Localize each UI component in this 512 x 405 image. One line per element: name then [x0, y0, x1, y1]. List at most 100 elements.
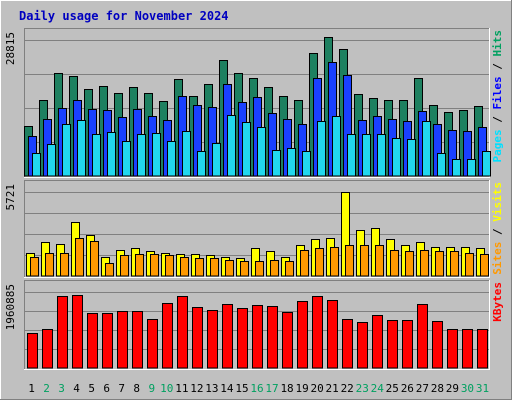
bar-kbytes	[462, 329, 473, 369]
bar-kbytes	[252, 305, 263, 369]
bar-sites	[195, 258, 204, 277]
x-tick-label: 10	[160, 382, 173, 395]
bar-pages	[92, 134, 101, 177]
bar-kbytes	[42, 329, 53, 369]
bar-sites	[225, 260, 234, 277]
bar-kbytes	[147, 319, 158, 369]
bar-kbytes	[177, 296, 188, 369]
bar-pages	[422, 121, 431, 177]
legend-entry: Sites	[491, 242, 504, 275]
x-tick-label: 1	[28, 382, 35, 395]
x-tick-label: 18	[280, 382, 293, 395]
x-tick-label: 5	[88, 382, 95, 395]
bar-kbytes	[297, 301, 308, 369]
bar-sites	[30, 257, 39, 277]
x-tick-label: 29	[446, 382, 459, 395]
bar-kbytes	[162, 303, 173, 369]
bar-pages	[197, 151, 206, 177]
bar-kbytes	[117, 311, 128, 369]
x-tick-label: 20	[311, 382, 324, 395]
bar-pages	[167, 141, 176, 177]
bar-sites	[375, 245, 384, 277]
x-tick-label: 7	[118, 382, 125, 395]
x-tick-label: 3	[58, 382, 65, 395]
bar-pages	[467, 159, 476, 177]
legend-entry: Visits	[491, 182, 504, 222]
bar-kbytes	[72, 295, 83, 369]
bar-sites	[210, 258, 219, 277]
bar-pages	[272, 150, 281, 177]
bar-kbytes	[387, 320, 398, 369]
x-tick-label: 17	[265, 382, 278, 395]
bar-sites	[90, 241, 99, 277]
bar-pages	[182, 131, 191, 177]
x-tick-label: 15	[235, 382, 248, 395]
bar-sites	[45, 253, 54, 277]
bar-sites	[105, 263, 114, 277]
panel-legend: Sites / Visits	[491, 182, 504, 275]
bar-kbytes	[57, 296, 68, 369]
bar-pages	[482, 151, 491, 177]
x-tick-label: 13	[205, 382, 218, 395]
bar-kbytes	[357, 322, 368, 369]
bar-sites	[420, 250, 429, 277]
legend-entry: Hits	[491, 30, 504, 57]
x-tick-label: 11	[175, 382, 188, 395]
x-tick-label: 28	[431, 382, 444, 395]
bar-pages	[227, 115, 236, 177]
bar-kbytes	[237, 308, 248, 369]
x-tick-label: 30	[461, 382, 474, 395]
x-tick-label: 9	[148, 382, 155, 395]
bar-pages	[242, 122, 251, 177]
x-tick-label: 22	[341, 382, 354, 395]
bar-pages	[257, 127, 266, 177]
bar-pages	[332, 116, 341, 177]
panel-kbytes: 1960885 KBytes	[4, 280, 504, 370]
bar-kbytes	[342, 319, 353, 369]
bar-kbytes	[282, 312, 293, 369]
bar-sites	[135, 254, 144, 277]
legend-entry: Pages	[491, 129, 504, 162]
bar-pages	[362, 134, 371, 177]
panel-legend: Pages / Files / Hits	[491, 30, 504, 163]
bar-sites	[390, 250, 399, 277]
bar-sites	[480, 254, 489, 277]
bar-pages	[77, 120, 86, 177]
bar-pages	[47, 144, 56, 177]
bar-pages	[212, 143, 221, 177]
bar-pages	[407, 139, 416, 177]
x-tick-label: 25	[386, 382, 399, 395]
bar-kbytes	[267, 306, 278, 369]
bar-sites	[360, 245, 369, 277]
bar-sites	[435, 251, 444, 277]
bar-sites	[270, 260, 279, 277]
bar-kbytes	[192, 307, 203, 369]
x-tick-label: 4	[73, 382, 80, 395]
bar-kbytes	[432, 321, 443, 369]
bar-pages	[392, 138, 401, 177]
bar-sites	[285, 261, 294, 277]
legend-separator: /	[491, 57, 504, 77]
bar-sites	[60, 253, 69, 277]
bar-kbytes	[222, 304, 233, 369]
bar-pages	[347, 134, 356, 177]
bar-sites	[75, 238, 84, 277]
panel-max-label: 28815	[4, 32, 17, 65]
bar-pages	[302, 151, 311, 177]
legend-entry: KBytes	[491, 282, 504, 322]
bar-sites	[345, 245, 354, 277]
x-tick-label: 14	[220, 382, 234, 395]
x-tick-label: 8	[133, 382, 140, 395]
panel-pages-files-hits: 28815 Pages / Files / Hits	[4, 28, 504, 178]
bar-sites	[255, 261, 264, 277]
bar-kbytes	[87, 313, 98, 369]
bar-pages	[437, 153, 446, 177]
legend-entry: Files	[491, 76, 504, 109]
bar-sites	[300, 250, 309, 277]
bar-kbytes	[447, 329, 458, 369]
bar-pages	[377, 134, 386, 177]
bar-kbytes	[417, 304, 428, 369]
x-tick-label: 19	[295, 382, 308, 395]
bar-pages	[137, 134, 146, 177]
